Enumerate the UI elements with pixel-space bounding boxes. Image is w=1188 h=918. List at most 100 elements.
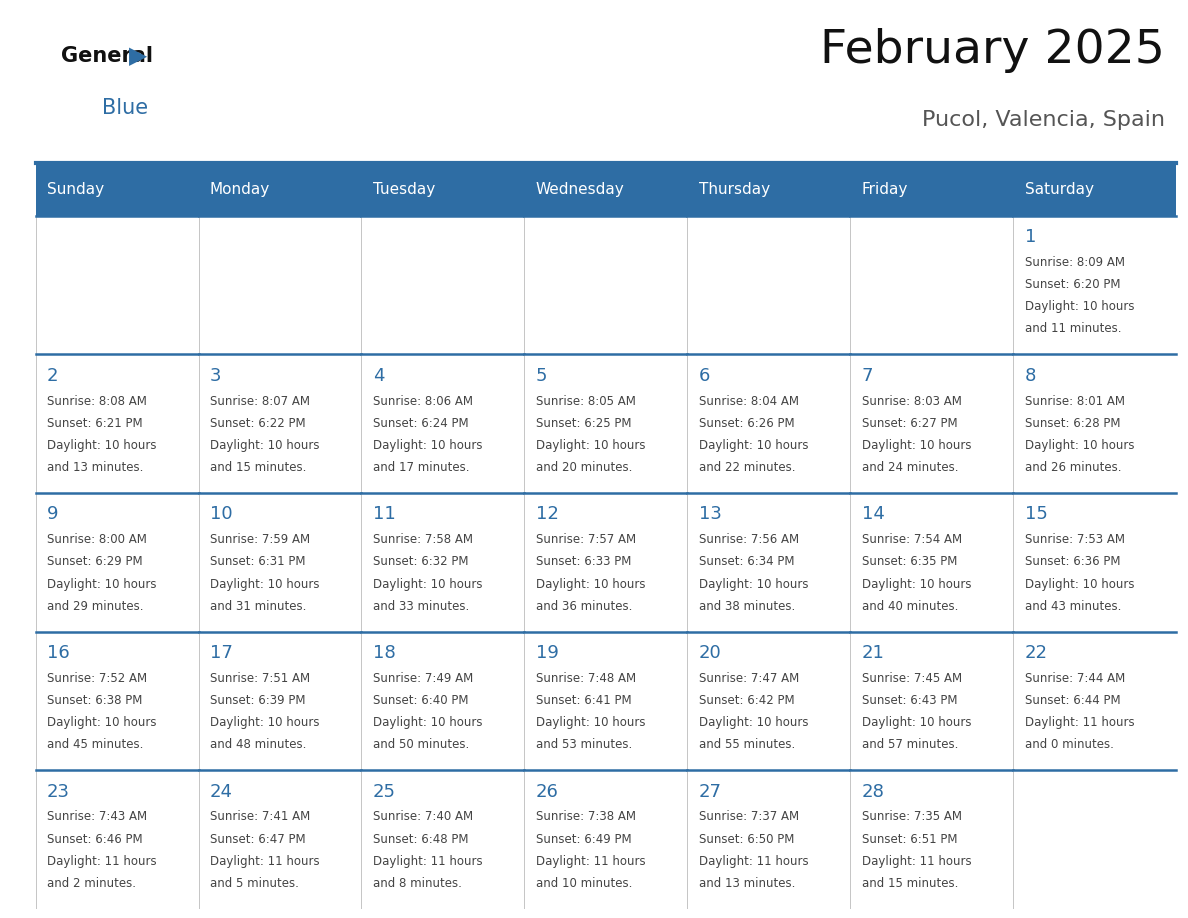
FancyBboxPatch shape xyxy=(361,493,524,632)
Text: Sunset: 6:28 PM: Sunset: 6:28 PM xyxy=(1024,417,1120,430)
Text: Sunrise: 7:38 AM: Sunrise: 7:38 AM xyxy=(536,811,636,823)
Text: and 33 minutes.: and 33 minutes. xyxy=(373,599,469,612)
Text: Wednesday: Wednesday xyxy=(536,182,625,197)
Text: Sunrise: 7:45 AM: Sunrise: 7:45 AM xyxy=(861,672,962,685)
Text: Tuesday: Tuesday xyxy=(373,182,435,197)
Text: and 22 minutes.: and 22 minutes. xyxy=(699,461,795,474)
Text: Daylight: 10 hours: Daylight: 10 hours xyxy=(373,716,482,729)
Text: Sunrise: 8:04 AM: Sunrise: 8:04 AM xyxy=(699,395,798,408)
Text: Daylight: 10 hours: Daylight: 10 hours xyxy=(1024,577,1135,590)
Text: Daylight: 10 hours: Daylight: 10 hours xyxy=(536,716,645,729)
Text: Daylight: 11 hours: Daylight: 11 hours xyxy=(373,855,482,868)
FancyBboxPatch shape xyxy=(1013,163,1176,216)
Text: Daylight: 10 hours: Daylight: 10 hours xyxy=(210,716,320,729)
Text: 13: 13 xyxy=(699,506,721,523)
Text: Daylight: 11 hours: Daylight: 11 hours xyxy=(861,855,972,868)
FancyBboxPatch shape xyxy=(688,493,851,632)
Text: and 11 minutes.: and 11 minutes. xyxy=(1024,322,1121,335)
Text: and 45 minutes.: and 45 minutes. xyxy=(48,738,144,751)
FancyBboxPatch shape xyxy=(524,163,688,216)
FancyBboxPatch shape xyxy=(851,770,1013,909)
Text: Daylight: 10 hours: Daylight: 10 hours xyxy=(536,439,645,452)
Text: Sunset: 6:29 PM: Sunset: 6:29 PM xyxy=(48,555,143,568)
Text: 18: 18 xyxy=(373,644,396,662)
Text: Daylight: 10 hours: Daylight: 10 hours xyxy=(861,716,971,729)
Text: Daylight: 10 hours: Daylight: 10 hours xyxy=(699,439,808,452)
FancyBboxPatch shape xyxy=(524,493,688,632)
Text: and 8 minutes.: and 8 minutes. xyxy=(373,877,462,890)
Text: 25: 25 xyxy=(373,783,396,800)
Text: 21: 21 xyxy=(861,644,885,662)
Text: 1: 1 xyxy=(1024,229,1036,246)
Text: General: General xyxy=(61,46,153,66)
Text: Daylight: 10 hours: Daylight: 10 hours xyxy=(373,577,482,590)
Text: 8: 8 xyxy=(1024,367,1036,385)
Text: Sunset: 6:35 PM: Sunset: 6:35 PM xyxy=(861,555,958,568)
Text: Sunday: Sunday xyxy=(48,182,105,197)
FancyBboxPatch shape xyxy=(688,770,851,909)
Text: and 57 minutes.: and 57 minutes. xyxy=(861,738,958,751)
Text: Daylight: 10 hours: Daylight: 10 hours xyxy=(861,577,971,590)
Text: Sunset: 6:43 PM: Sunset: 6:43 PM xyxy=(861,694,958,707)
Text: Sunset: 6:39 PM: Sunset: 6:39 PM xyxy=(210,694,305,707)
Text: Daylight: 10 hours: Daylight: 10 hours xyxy=(699,716,808,729)
FancyBboxPatch shape xyxy=(198,493,361,632)
Text: Sunrise: 7:37 AM: Sunrise: 7:37 AM xyxy=(699,811,798,823)
Text: Sunset: 6:38 PM: Sunset: 6:38 PM xyxy=(48,694,143,707)
Text: 16: 16 xyxy=(48,644,70,662)
Text: Daylight: 10 hours: Daylight: 10 hours xyxy=(1024,439,1135,452)
Text: Sunset: 6:42 PM: Sunset: 6:42 PM xyxy=(699,694,795,707)
Text: Daylight: 10 hours: Daylight: 10 hours xyxy=(210,439,320,452)
FancyBboxPatch shape xyxy=(36,216,198,354)
Text: 27: 27 xyxy=(699,783,722,800)
Text: 11: 11 xyxy=(373,506,396,523)
FancyBboxPatch shape xyxy=(36,354,198,493)
Text: 6: 6 xyxy=(699,367,710,385)
FancyBboxPatch shape xyxy=(524,354,688,493)
Text: Sunrise: 7:44 AM: Sunrise: 7:44 AM xyxy=(1024,672,1125,685)
Text: Daylight: 10 hours: Daylight: 10 hours xyxy=(373,439,482,452)
FancyBboxPatch shape xyxy=(198,354,361,493)
Text: 2: 2 xyxy=(48,367,58,385)
Text: Sunset: 6:47 PM: Sunset: 6:47 PM xyxy=(210,833,305,845)
Text: Daylight: 10 hours: Daylight: 10 hours xyxy=(48,716,157,729)
Text: Daylight: 11 hours: Daylight: 11 hours xyxy=(48,855,157,868)
Text: and 0 minutes.: and 0 minutes. xyxy=(1024,738,1113,751)
Text: Friday: Friday xyxy=(861,182,908,197)
Text: 3: 3 xyxy=(210,367,221,385)
Text: and 2 minutes.: and 2 minutes. xyxy=(48,877,137,890)
FancyBboxPatch shape xyxy=(1013,770,1176,909)
Text: Sunrise: 8:01 AM: Sunrise: 8:01 AM xyxy=(1024,395,1125,408)
Text: and 5 minutes.: and 5 minutes. xyxy=(210,877,299,890)
Text: Sunset: 6:27 PM: Sunset: 6:27 PM xyxy=(861,417,958,430)
FancyBboxPatch shape xyxy=(36,632,198,770)
Text: Daylight: 10 hours: Daylight: 10 hours xyxy=(210,577,320,590)
Text: Sunrise: 7:56 AM: Sunrise: 7:56 AM xyxy=(699,533,798,546)
Text: 15: 15 xyxy=(1024,506,1048,523)
FancyBboxPatch shape xyxy=(524,770,688,909)
Text: Sunrise: 8:03 AM: Sunrise: 8:03 AM xyxy=(861,395,961,408)
Text: Sunset: 6:21 PM: Sunset: 6:21 PM xyxy=(48,417,143,430)
Text: Sunset: 6:20 PM: Sunset: 6:20 PM xyxy=(1024,278,1120,291)
Text: Sunrise: 7:59 AM: Sunrise: 7:59 AM xyxy=(210,533,310,546)
Text: Sunset: 6:36 PM: Sunset: 6:36 PM xyxy=(1024,555,1120,568)
Text: ▶: ▶ xyxy=(129,44,147,68)
Text: Sunset: 6:32 PM: Sunset: 6:32 PM xyxy=(373,555,468,568)
FancyBboxPatch shape xyxy=(1013,354,1176,493)
Text: and 40 minutes.: and 40 minutes. xyxy=(861,599,958,612)
Text: Sunrise: 8:07 AM: Sunrise: 8:07 AM xyxy=(210,395,310,408)
Text: Sunset: 6:40 PM: Sunset: 6:40 PM xyxy=(373,694,468,707)
Text: and 26 minutes.: and 26 minutes. xyxy=(1024,461,1121,474)
Text: Sunset: 6:25 PM: Sunset: 6:25 PM xyxy=(536,417,631,430)
Text: Sunset: 6:41 PM: Sunset: 6:41 PM xyxy=(536,694,632,707)
Text: Sunset: 6:44 PM: Sunset: 6:44 PM xyxy=(1024,694,1120,707)
Text: 22: 22 xyxy=(1024,644,1048,662)
Text: Sunrise: 7:48 AM: Sunrise: 7:48 AM xyxy=(536,672,636,685)
Text: 23: 23 xyxy=(48,783,70,800)
Text: Sunrise: 7:54 AM: Sunrise: 7:54 AM xyxy=(861,533,962,546)
FancyBboxPatch shape xyxy=(198,770,361,909)
Text: Sunrise: 7:35 AM: Sunrise: 7:35 AM xyxy=(861,811,961,823)
Text: Sunset: 6:26 PM: Sunset: 6:26 PM xyxy=(699,417,795,430)
Text: 26: 26 xyxy=(536,783,558,800)
Text: Daylight: 10 hours: Daylight: 10 hours xyxy=(48,577,157,590)
